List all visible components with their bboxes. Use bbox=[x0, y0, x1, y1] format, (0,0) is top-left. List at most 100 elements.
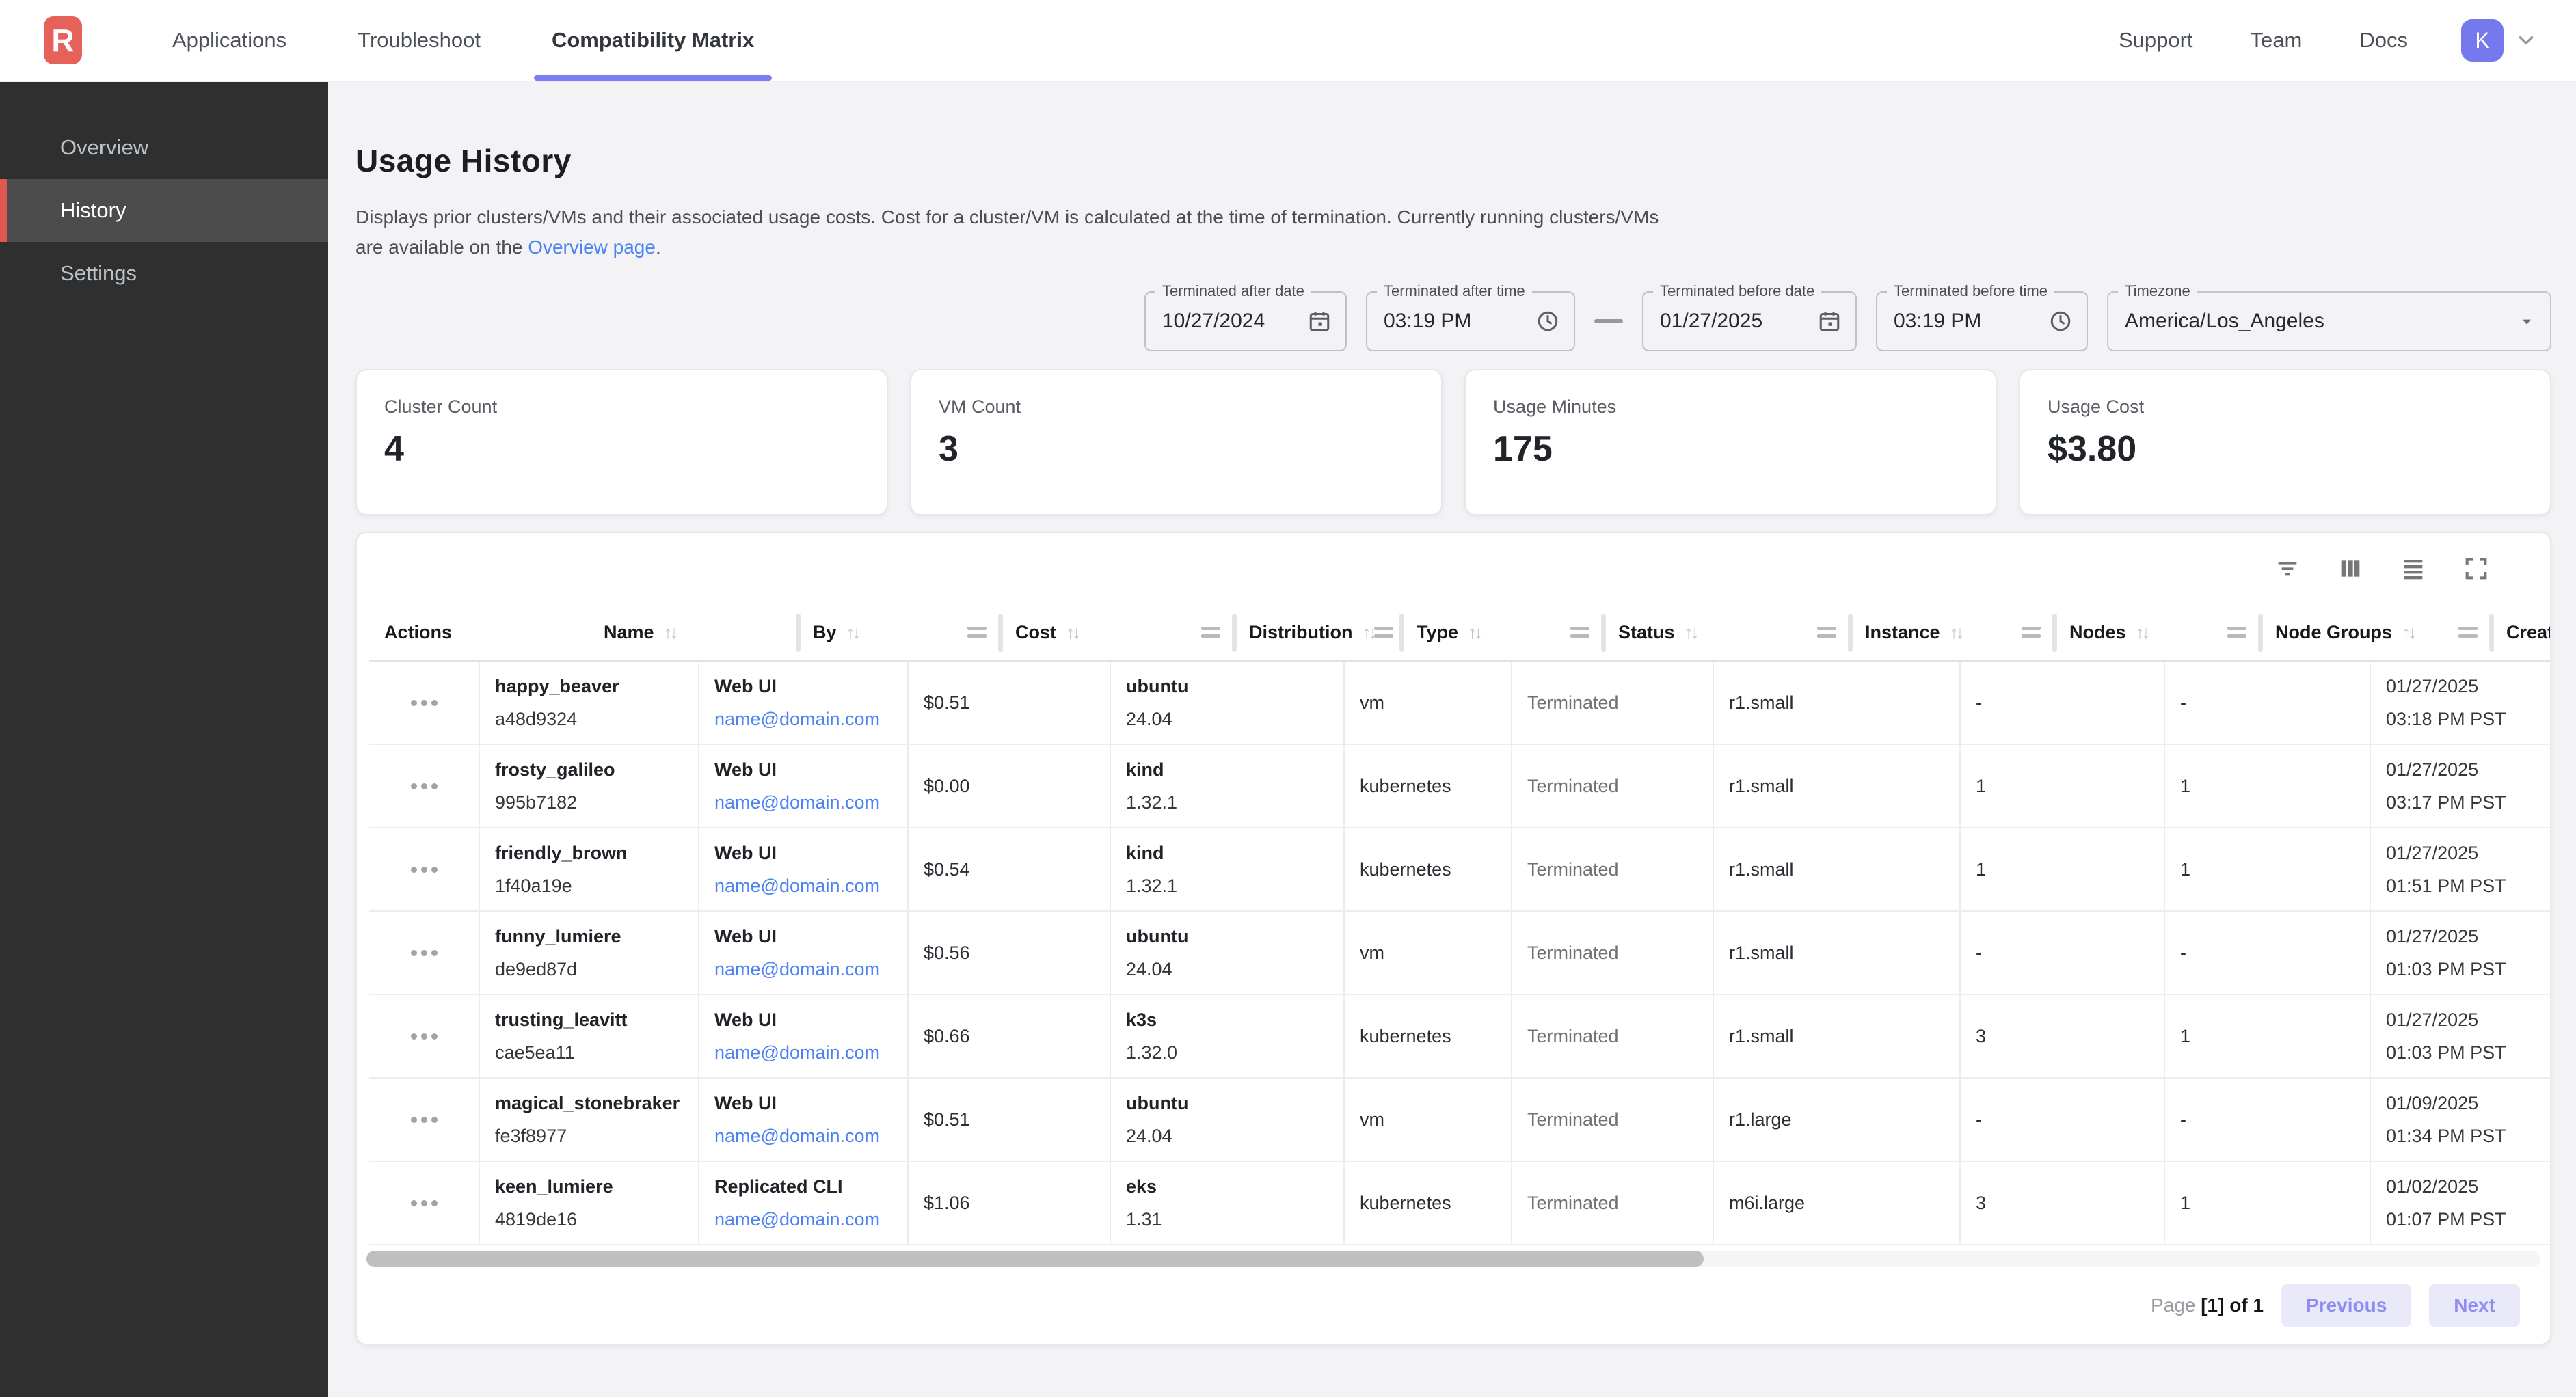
column-header[interactable]: Created At ↑↓ ↓ bbox=[2491, 604, 2550, 660]
filter-icon[interactable] bbox=[2272, 554, 2303, 584]
chevron-down-icon[interactable] bbox=[2514, 29, 2538, 52]
sort-arrows-icon[interactable]: ↑↓ bbox=[1684, 621, 1700, 642]
column-header[interactable]: Type ↑↓ ↓ bbox=[1401, 604, 1606, 660]
created-by-email[interactable]: name@domain.com bbox=[714, 876, 881, 896]
replicated-logo[interactable]: R bbox=[44, 16, 82, 64]
column-header[interactable]: Instance ↑↓ ↓ bbox=[1850, 604, 2057, 660]
calendar-icon[interactable] bbox=[1801, 309, 1842, 334]
column-header[interactable]: By ↑↓ ↓ bbox=[798, 604, 1003, 660]
created-at-time: 03:17 PM PST bbox=[2386, 792, 2506, 813]
column-header[interactable]: Node Groups ↑↓ ↓ bbox=[2260, 604, 2494, 660]
sort-arrows-icon[interactable]: ↑↓ bbox=[663, 621, 679, 642]
nodes-value: - bbox=[1976, 692, 1982, 713]
row-actions-icon[interactable] bbox=[410, 1199, 438, 1206]
column-header[interactable]: Cost ↑↓ ↓ bbox=[1000, 604, 1237, 660]
created-by-email[interactable]: name@domain.com bbox=[714, 1042, 881, 1063]
column-header[interactable]: Status ↑↓ ↓ bbox=[1603, 604, 1853, 660]
column-resize-handle[interactable] bbox=[2489, 614, 2494, 652]
column-resize-handle[interactable] bbox=[796, 614, 801, 652]
created-by-email[interactable]: name@domain.com bbox=[714, 709, 881, 729]
nav-link[interactable]: Docs bbox=[2359, 28, 2408, 52]
row-actions-icon[interactable] bbox=[410, 699, 438, 706]
column-resize-handle[interactable] bbox=[1232, 614, 1237, 652]
column-filter-icon[interactable] bbox=[1570, 627, 1589, 638]
terminated-before-date-input[interactable]: Terminated before date 01/27/2025 bbox=[1642, 282, 1857, 351]
column-header[interactable]: Name ↑↓ ↓ bbox=[589, 604, 801, 660]
sort-arrows-icon[interactable]: ↑↓ bbox=[2135, 621, 2151, 642]
calendar-icon[interactable] bbox=[1291, 309, 1332, 334]
terminated-before-time-input[interactable]: Terminated before time 03:19 PM bbox=[1876, 282, 2088, 351]
sort-arrows-icon[interactable]: ↑↓ bbox=[1362, 621, 1377, 642]
created-by-email[interactable]: name@domain.com bbox=[714, 1209, 881, 1230]
column-filter-icon[interactable] bbox=[2227, 627, 2246, 638]
column-resize-handle[interactable] bbox=[1601, 614, 1606, 652]
density-icon[interactable] bbox=[2398, 554, 2428, 584]
created-by-source: Web UI bbox=[714, 759, 777, 780]
next-page-button[interactable]: Next bbox=[2429, 1284, 2520, 1327]
columns-icon[interactable] bbox=[2335, 554, 2365, 584]
sort-arrows-icon[interactable]: ↑↓ bbox=[1949, 621, 1965, 642]
created-by-email[interactable]: name@domain.com bbox=[714, 1126, 881, 1146]
instance-value: r1.large bbox=[1729, 1109, 1792, 1130]
instance-value: m6i.large bbox=[1729, 1192, 1806, 1213]
column-filter-icon[interactable] bbox=[1374, 627, 1394, 638]
row-actions-icon[interactable] bbox=[410, 866, 438, 873]
sidebar-item-label: History bbox=[60, 198, 126, 222]
column-header[interactable]: Nodes ↑↓ ↓ bbox=[2054, 604, 2263, 660]
caret-down-icon[interactable] bbox=[2501, 312, 2536, 331]
row-actions-icon[interactable] bbox=[410, 783, 438, 789]
column-resize-handle[interactable] bbox=[1399, 614, 1404, 652]
nav-link[interactable]: Support bbox=[2118, 28, 2193, 52]
row-actions-icon[interactable] bbox=[410, 1033, 438, 1040]
created-at-time: 01:51 PM PST bbox=[2386, 876, 2506, 896]
row-actions-icon[interactable] bbox=[410, 949, 438, 956]
fullscreen-icon[interactable] bbox=[2461, 554, 2491, 584]
sort-arrows-icon[interactable]: ↑↓ bbox=[846, 621, 861, 642]
column-filter-icon[interactable] bbox=[2022, 627, 2041, 638]
status-value: Terminated bbox=[1527, 858, 1619, 880]
avatar[interactable]: K bbox=[2461, 19, 2504, 62]
distribution-version: 1.31 bbox=[1126, 1209, 1162, 1230]
column-resize-handle[interactable] bbox=[2052, 614, 2057, 652]
sort-arrows-icon[interactable]: ↑↓ bbox=[1066, 621, 1081, 642]
nodes-value: - bbox=[1976, 942, 1982, 963]
primary-nav: Applications Troubleshoot Compatibility … bbox=[137, 0, 790, 81]
status-value: Terminated bbox=[1527, 692, 1619, 713]
column-filter-icon[interactable] bbox=[967, 627, 987, 638]
column-filter-icon[interactable] bbox=[2458, 627, 2478, 638]
column-resize-handle[interactable] bbox=[998, 614, 1003, 652]
terminated-after-time-input[interactable]: Terminated after time 03:19 PM bbox=[1366, 282, 1575, 351]
created-by-email[interactable]: name@domain.com bbox=[714, 959, 881, 979]
pagination: Page [1] of 1 Previous Next bbox=[357, 1267, 2550, 1344]
clock-icon[interactable] bbox=[2032, 309, 2073, 334]
nav-link[interactable]: Team bbox=[2250, 28, 2303, 52]
column-resize-handle[interactable] bbox=[1848, 614, 1853, 652]
column-filter-icon[interactable] bbox=[1201, 627, 1220, 638]
row-actions-icon[interactable] bbox=[410, 1116, 438, 1123]
horizontal-scrollbar[interactable] bbox=[366, 1251, 2540, 1267]
column-header-label: By bbox=[813, 621, 837, 642]
cluster-name: friendly_brown bbox=[495, 843, 628, 863]
scrollbar-thumb[interactable] bbox=[366, 1251, 1704, 1267]
column-header[interactable]: Actions ↑↓ ↓ bbox=[369, 604, 589, 660]
sidebar-item[interactable]: Settings bbox=[0, 242, 328, 305]
sort-arrows-icon[interactable]: ↑↓ bbox=[2402, 621, 2417, 642]
column-header[interactable]: Distribution ↑↓ ↓ bbox=[1234, 604, 1404, 660]
sidebar-item[interactable]: History bbox=[0, 179, 328, 242]
terminated-after-date-input[interactable]: Terminated after date 10/27/2024 bbox=[1144, 282, 1347, 351]
created-at-time: 03:18 PM PST bbox=[2386, 709, 2506, 729]
clock-icon[interactable] bbox=[1519, 309, 1560, 334]
created-by-email[interactable]: name@domain.com bbox=[714, 792, 881, 813]
nav-tab[interactable]: Troubleshoot bbox=[322, 0, 516, 81]
overview-page-link[interactable]: Overview page bbox=[528, 236, 656, 258]
nav-tab[interactable]: Compatibility Matrix bbox=[516, 0, 790, 81]
nav-tab[interactable]: Applications bbox=[137, 0, 322, 81]
sort-arrows-icon[interactable]: ↑↓ bbox=[1468, 621, 1483, 642]
created-by-source: Web UI bbox=[714, 926, 777, 947]
cluster-name: trusting_leavitt bbox=[495, 1009, 628, 1030]
previous-page-button[interactable]: Previous bbox=[2281, 1284, 2412, 1327]
column-resize-handle[interactable] bbox=[2258, 614, 2263, 652]
column-filter-icon[interactable] bbox=[1817, 627, 1836, 638]
timezone-select[interactable]: Timezone America/Los_Angeles bbox=[2107, 282, 2551, 351]
sidebar-item[interactable]: Overview bbox=[0, 116, 328, 179]
